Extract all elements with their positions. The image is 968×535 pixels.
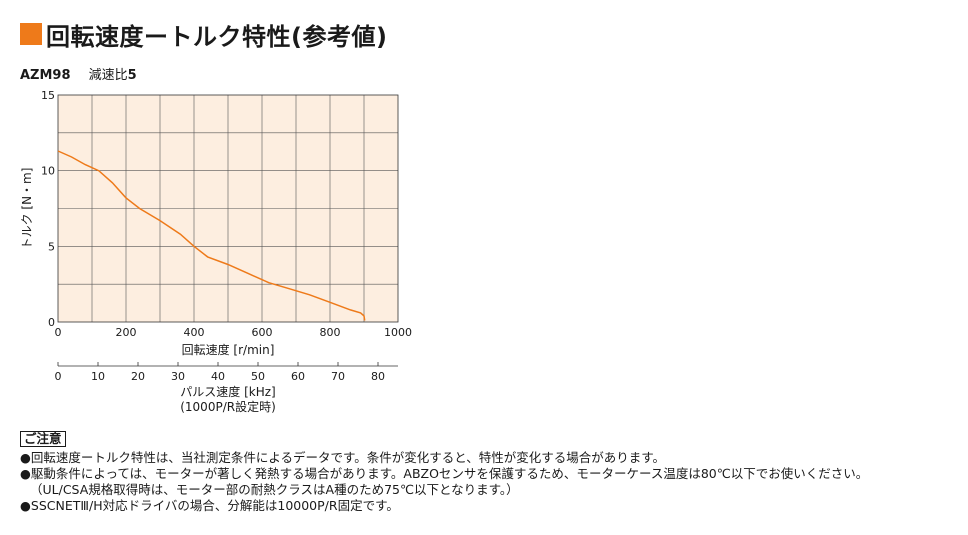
secondary-axis-label: パルス速度 [kHz] — [180, 384, 275, 399]
ratio-label: 減速比 — [88, 68, 128, 83]
model-line: AZM98 減速比5 — [20, 64, 137, 83]
y-tick-label: 10 — [41, 165, 55, 178]
x-tick-label: 0 — [55, 326, 62, 339]
secondary-x-tick-label: 80 — [371, 370, 385, 383]
x-tick-label: 600 — [252, 326, 273, 339]
secondary-x-tick-label: 60 — [291, 370, 305, 383]
note-line-3: （UL/CSA規格取得時は、モーター部の耐熱クラスはA種のため75℃以下となりま… — [30, 482, 519, 497]
x-tick-label: 400 — [184, 326, 205, 339]
y-tick-label: 5 — [48, 240, 55, 253]
secondary-x-tick-label: 40 — [211, 370, 225, 383]
note-line-1: ●回転速度ートルク特性は、当社測定条件によるデータです。条件が変化すると、特性が… — [20, 450, 666, 465]
secondary-x-tick-label: 30 — [171, 370, 185, 383]
note-line-2: ●駆動条件によっては、モーターが著しく発熱する場合があります。ABZOセンサを保… — [20, 466, 869, 481]
y-axis-label: トルク [N・m] — [20, 168, 34, 250]
secondary-axis-sublabel: (1000P/R設定時) — [180, 399, 276, 414]
x-tick-label: 200 — [116, 326, 137, 339]
ratio-value: 5 — [127, 68, 137, 83]
secondary-x-tick-label: 10 — [91, 370, 105, 383]
secondary-x-tick-label: 70 — [331, 370, 345, 383]
model-name: AZM98 — [20, 68, 71, 83]
notes-heading: ご注意 — [20, 431, 66, 447]
y-tick-label: 0 — [48, 316, 55, 329]
plot-frame — [57, 94, 399, 323]
secondary-x-tick-label: 20 — [131, 370, 145, 383]
y-tick-label: 15 — [41, 89, 55, 102]
series-line — [57, 150, 366, 321]
x-axis-label: 回転速度 [r/min] — [182, 342, 275, 357]
page-title: 回転速度ートルク特性(参考値) — [20, 20, 387, 51]
x-tick-label: 1000 — [384, 326, 412, 339]
title-bullet-square-icon — [20, 23, 42, 45]
secondary-x-tick-label: 50 — [251, 370, 265, 383]
note-line-4: ●SSCNETⅢ/H対応ドライバの場合、分解能は10000P/R固定です。 — [20, 498, 399, 513]
secondary-x-tick-label: 0 — [55, 370, 62, 383]
title-text: 回転速度ートルク特性(参考値) — [46, 22, 388, 51]
notes: ご注意 ●回転速度ートルク特性は、当社測定条件によるデータです。条件が変化すると… — [20, 431, 868, 514]
x-tick-label: 800 — [320, 326, 341, 339]
